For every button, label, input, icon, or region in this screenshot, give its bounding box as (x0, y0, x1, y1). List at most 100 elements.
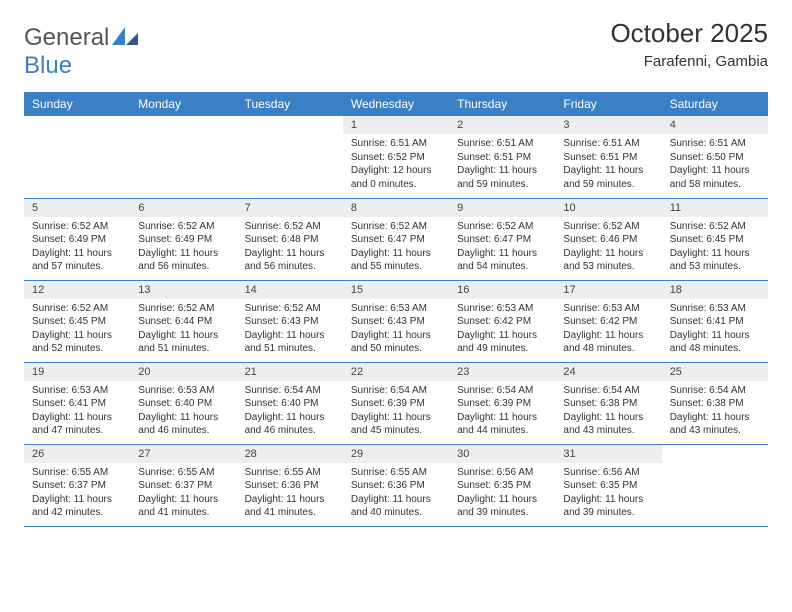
daylight-text: and 50 minutes. (351, 342, 441, 356)
daylight-text: and 0 minutes. (351, 178, 441, 192)
calendar-day-cell: 27Sunrise: 6:55 AMSunset: 6:37 PMDayligh… (130, 444, 236, 526)
sunset-text: Sunset: 6:47 PM (457, 233, 547, 247)
sunrise-text: Sunrise: 6:54 AM (351, 384, 441, 398)
weekday-header: Thursday (449, 92, 555, 116)
daylight-text: and 59 minutes. (563, 178, 653, 192)
day-number: 19 (24, 363, 130, 381)
day-number: 22 (343, 363, 449, 381)
sunrise-text: Sunrise: 6:52 AM (670, 220, 760, 234)
day-details: Sunrise: 6:52 AMSunset: 6:48 PMDaylight:… (237, 217, 343, 280)
calendar-page: GeneralBlue October 2025 Farafenni, Gamb… (0, 0, 792, 545)
calendar-day-cell: 10Sunrise: 6:52 AMSunset: 6:46 PMDayligh… (555, 198, 661, 280)
sunrise-text: Sunrise: 6:55 AM (32, 466, 122, 480)
sunrise-text: Sunrise: 6:53 AM (351, 302, 441, 316)
calendar-day-cell: 17Sunrise: 6:53 AMSunset: 6:42 PMDayligh… (555, 280, 661, 362)
sunrise-text: Sunrise: 6:52 AM (245, 302, 335, 316)
sunset-text: Sunset: 6:46 PM (563, 233, 653, 247)
day-number: 28 (237, 445, 343, 463)
day-number: 24 (555, 363, 661, 381)
daylight-text: and 41 minutes. (138, 506, 228, 520)
day-number: 25 (662, 363, 768, 381)
day-number: 11 (662, 199, 768, 217)
day-number: 1 (343, 116, 449, 134)
daylight-text: and 53 minutes. (670, 260, 760, 274)
location: Farafenni, Gambia (610, 53, 768, 70)
weekday-header: Wednesday (343, 92, 449, 116)
day-details: Sunrise: 6:55 AMSunset: 6:36 PMDaylight:… (343, 463, 449, 526)
daylight-text: Daylight: 11 hours (457, 411, 547, 425)
sunset-text: Sunset: 6:48 PM (245, 233, 335, 247)
calendar-day-cell: 2Sunrise: 6:51 AMSunset: 6:51 PMDaylight… (449, 116, 555, 198)
calendar-day-cell (130, 116, 236, 198)
daylight-text: and 49 minutes. (457, 342, 547, 356)
daylight-text: Daylight: 11 hours (670, 247, 760, 261)
calendar-day-cell: 20Sunrise: 6:53 AMSunset: 6:40 PMDayligh… (130, 362, 236, 444)
daylight-text: and 56 minutes. (138, 260, 228, 274)
day-details: Sunrise: 6:52 AMSunset: 6:43 PMDaylight:… (237, 299, 343, 362)
daylight-text: Daylight: 11 hours (138, 411, 228, 425)
sunset-text: Sunset: 6:49 PM (138, 233, 228, 247)
day-details: Sunrise: 6:52 AMSunset: 6:44 PMDaylight:… (130, 299, 236, 362)
day-details: Sunrise: 6:52 AMSunset: 6:45 PMDaylight:… (662, 217, 768, 280)
daylight-text: Daylight: 11 hours (670, 164, 760, 178)
sunrise-text: Sunrise: 6:54 AM (563, 384, 653, 398)
weekday-header: Friday (555, 92, 661, 116)
daylight-text: Daylight: 11 hours (32, 411, 122, 425)
calendar-header-row: Sunday Monday Tuesday Wednesday Thursday… (24, 92, 768, 116)
daylight-text: and 54 minutes. (457, 260, 547, 274)
sunrise-text: Sunrise: 6:55 AM (245, 466, 335, 480)
month-title: October 2025 (610, 18, 768, 49)
sunset-text: Sunset: 6:44 PM (138, 315, 228, 329)
day-details: Sunrise: 6:56 AMSunset: 6:35 PMDaylight:… (449, 463, 555, 526)
day-details: Sunrise: 6:54 AMSunset: 6:39 PMDaylight:… (343, 381, 449, 444)
sunset-text: Sunset: 6:37 PM (138, 479, 228, 493)
sunset-text: Sunset: 6:50 PM (670, 151, 760, 165)
day-number: 23 (449, 363, 555, 381)
calendar-day-cell: 21Sunrise: 6:54 AMSunset: 6:40 PMDayligh… (237, 362, 343, 444)
calendar-day-cell: 23Sunrise: 6:54 AMSunset: 6:39 PMDayligh… (449, 362, 555, 444)
calendar-day-cell: 6Sunrise: 6:52 AMSunset: 6:49 PMDaylight… (130, 198, 236, 280)
day-details: Sunrise: 6:55 AMSunset: 6:37 PMDaylight:… (130, 463, 236, 526)
daylight-text: and 58 minutes. (670, 178, 760, 192)
brand-logo: GeneralBlue (24, 18, 138, 80)
sunrise-text: Sunrise: 6:54 AM (457, 384, 547, 398)
daylight-text: and 39 minutes. (457, 506, 547, 520)
calendar-table: Sunday Monday Tuesday Wednesday Thursday… (24, 92, 768, 527)
day-details: Sunrise: 6:52 AMSunset: 6:49 PMDaylight:… (24, 217, 130, 280)
day-details: Sunrise: 6:54 AMSunset: 6:39 PMDaylight:… (449, 381, 555, 444)
sunset-text: Sunset: 6:43 PM (351, 315, 441, 329)
daylight-text: and 57 minutes. (32, 260, 122, 274)
day-number: 13 (130, 281, 236, 299)
day-details: Sunrise: 6:53 AMSunset: 6:43 PMDaylight:… (343, 299, 449, 362)
daylight-text: and 44 minutes. (457, 424, 547, 438)
sunset-text: Sunset: 6:41 PM (670, 315, 760, 329)
daylight-text: and 55 minutes. (351, 260, 441, 274)
sunset-text: Sunset: 6:45 PM (32, 315, 122, 329)
daylight-text: and 56 minutes. (245, 260, 335, 274)
day-number: 8 (343, 199, 449, 217)
day-number: 31 (555, 445, 661, 463)
day-details: Sunrise: 6:52 AMSunset: 6:47 PMDaylight:… (343, 217, 449, 280)
day-number: 12 (24, 281, 130, 299)
day-number: 3 (555, 116, 661, 134)
daylight-text: Daylight: 11 hours (245, 493, 335, 507)
daylight-text: Daylight: 11 hours (138, 493, 228, 507)
day-number: 17 (555, 281, 661, 299)
sunset-text: Sunset: 6:37 PM (32, 479, 122, 493)
calendar-day-cell: 28Sunrise: 6:55 AMSunset: 6:36 PMDayligh… (237, 444, 343, 526)
sunrise-text: Sunrise: 6:52 AM (563, 220, 653, 234)
calendar-day-cell: 4Sunrise: 6:51 AMSunset: 6:50 PMDaylight… (662, 116, 768, 198)
daylight-text: Daylight: 11 hours (245, 329, 335, 343)
daylight-text: Daylight: 11 hours (563, 493, 653, 507)
weekday-header: Monday (130, 92, 236, 116)
sail-icon (112, 24, 138, 42)
day-details: Sunrise: 6:52 AMSunset: 6:45 PMDaylight:… (24, 299, 130, 362)
calendar-day-cell: 9Sunrise: 6:52 AMSunset: 6:47 PMDaylight… (449, 198, 555, 280)
sunset-text: Sunset: 6:52 PM (351, 151, 441, 165)
day-details: Sunrise: 6:51 AMSunset: 6:52 PMDaylight:… (343, 134, 449, 197)
sunset-text: Sunset: 6:38 PM (563, 397, 653, 411)
day-number: 16 (449, 281, 555, 299)
sunrise-text: Sunrise: 6:51 AM (563, 137, 653, 151)
calendar-day-cell: 26Sunrise: 6:55 AMSunset: 6:37 PMDayligh… (24, 444, 130, 526)
sunrise-text: Sunrise: 6:56 AM (457, 466, 547, 480)
